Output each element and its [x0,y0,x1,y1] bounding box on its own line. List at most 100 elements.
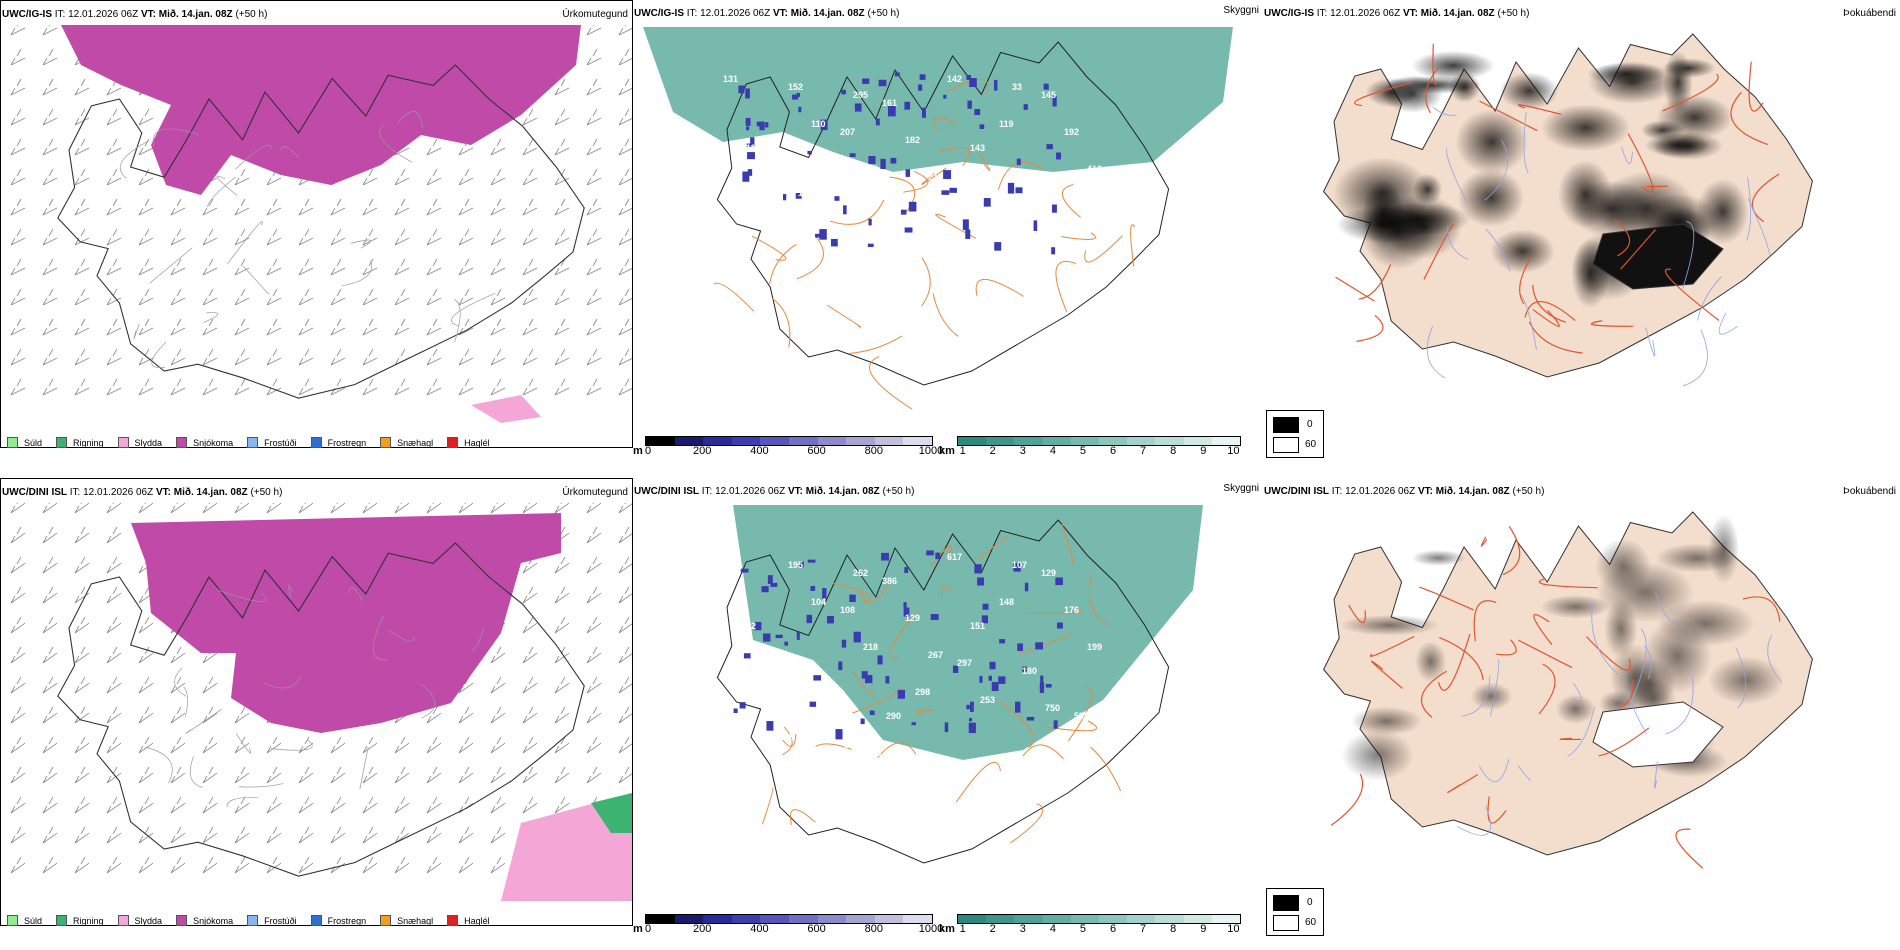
precip-legend-item: Snæhagl [380,915,433,926]
cloud-base-label: 192 [1064,127,1079,137]
legend-swatch [7,437,18,448]
colorbar-step [846,915,875,923]
cloud-base-label: 218 [928,172,943,182]
legend-label: Frostúði [264,437,297,448]
vt-value: Mið. 14.jan. 08Z [173,487,248,498]
cloud-base-label: 262 [853,568,868,578]
vt-label: VT: [140,9,156,20]
legend-label: Snæhagl [397,915,434,926]
colorbar-tick: 10 [1227,923,1240,935]
it-value: 12.01.2026 06Z [1345,486,1416,497]
vt-label: VT: [772,8,788,19]
cloud-base-label: 129 [779,732,794,742]
model-name: UWC/DINI ISL [2,487,67,498]
colorbar-tick: 9 [1200,923,1207,935]
vt-label: VT: [1402,8,1418,19]
colorbar-step [1070,437,1100,445]
precip-legend-item: Frostúði [247,915,297,926]
cloud-base-label: 290 [886,711,901,721]
colorbar-tick: 800 [864,445,883,457]
fog-index-panel: UWC/DINI ISL IT: 12.01.2026 06Z VT: Mið.… [1263,478,1900,918]
cloud-base-label: 107 [1012,560,1027,570]
cloud-base-label: 295 [853,90,868,100]
vt-label: VT: [155,487,171,498]
lead-time: (+50 h) [1497,8,1530,19]
cloud-base-label: 151 [970,621,985,631]
panel-header: UWC/DINI ISL IT: 12.01.2026 06Z VT: Mið.… [1264,486,1544,498]
colorbar-tick: 7 [1140,923,1147,935]
legend-label: Rigning [73,437,104,448]
colorbar-tick: 3 [1019,445,1026,457]
panel-header: UWC/DINI ISL IT: 12.01.2026 06Z VT: Mið.… [2,487,282,499]
precip-legend-item: Haglél [447,437,490,448]
legend-swatch [247,437,259,448]
panel-header: UWC/IG-IS IT: 12.01.2026 06Z VT: Mið. 14… [1264,8,1529,20]
fog-legend-max: 60 [1305,439,1317,450]
legend-swatch [247,915,259,926]
colorbar-step [958,437,987,445]
vt-label: VT: [1417,486,1433,497]
cloud-base-label: 142 [947,74,962,84]
it-value: 12.01.2026 06Z [83,487,154,498]
colorbar-step [646,437,675,445]
colorbar-step [1183,437,1212,445]
legend-label: Frostregn [327,915,367,926]
precip-type-map [10,25,632,423]
legend-swatch [310,915,322,926]
cloud-base-label: 938 [957,180,972,190]
cloud-base-unit: m [633,923,643,935]
it-label: IT: [686,8,698,19]
colorbar-tick: 2 [989,445,996,457]
precip-type-legend: Súld Rigning Slydda Snjókoma Frostúði Frostre… [7,437,504,448]
colorbar-tick: 400 [750,923,769,935]
legend-label: Rigning [73,915,104,926]
cloud-base-label: 617 [947,552,962,562]
visibility-map: 131 152 295 161 142 33 145 113 110 207 182 143 119 19… [643,27,1233,410]
panel-header: UWC/IG-IS IT: 12.01.2026 06Z VT: Mið. 14… [634,8,899,20]
cloud-base-label: 199 [1087,642,1102,652]
lead-time: (+50 h) [882,486,915,497]
legend-label: Snjókoma [193,437,234,448]
colorbar-step [874,915,904,923]
legend-swatch [117,437,129,448]
cloud-base-label: 91 [756,217,766,227]
colorbar-step [1155,915,1184,923]
legend-swatch [56,437,68,448]
cloud-base-label: 92 [746,621,756,631]
model-name: UWC/IG-IS [2,9,52,20]
cloud-base-label: 108 [840,605,855,615]
colorbar-step [703,915,732,923]
precip-type-map [10,503,632,901]
colorbar-step [874,437,904,445]
lead-time: (+50 h) [867,8,900,19]
cloud-base-label: 490 [938,756,953,766]
fog-index-legend: 0 60 [1266,410,1324,458]
colorbar-tick: 0 [645,923,652,935]
it-value: 12.01.2026 06Z [68,9,139,20]
cloud-base-label: 120 [863,164,878,174]
legend-label: Snjókoma [193,915,234,926]
legend-swatch [117,915,129,926]
lead-time: (+50 h) [235,9,268,20]
colorbar-tick: 1 [959,445,966,457]
colorbar-tick: 600 [807,445,826,457]
legend-swatch [7,915,18,926]
precip-legend-item: Haglél [447,915,490,926]
lead-time: (+50 h) [250,487,283,498]
colorbar-step [788,437,818,445]
colorbar-step [1070,915,1100,923]
cloud-base-label: 819 [1022,188,1037,198]
fog-legend-min: 0 [1307,419,1313,430]
fog-index-map [1323,511,1813,869]
colorbar-tick: 200 [693,923,712,935]
colorbar-step [674,915,704,923]
panel-header: UWC/IG-IS IT: 12.01.2026 06Z VT: Mið. 14… [2,9,267,21]
cloud-base-label: 253 [980,695,995,705]
it-label: IT: [1331,486,1343,497]
legend-swatch [176,437,188,448]
colorbar-step [986,915,1015,923]
colorbar-tick: 200 [693,445,712,457]
cloud-base-colorbar: m 0 200 400 600 800 1000 [633,914,943,936]
colorbar-tick: 6 [1109,923,1117,935]
fog-legend-max: 60 [1305,917,1317,928]
